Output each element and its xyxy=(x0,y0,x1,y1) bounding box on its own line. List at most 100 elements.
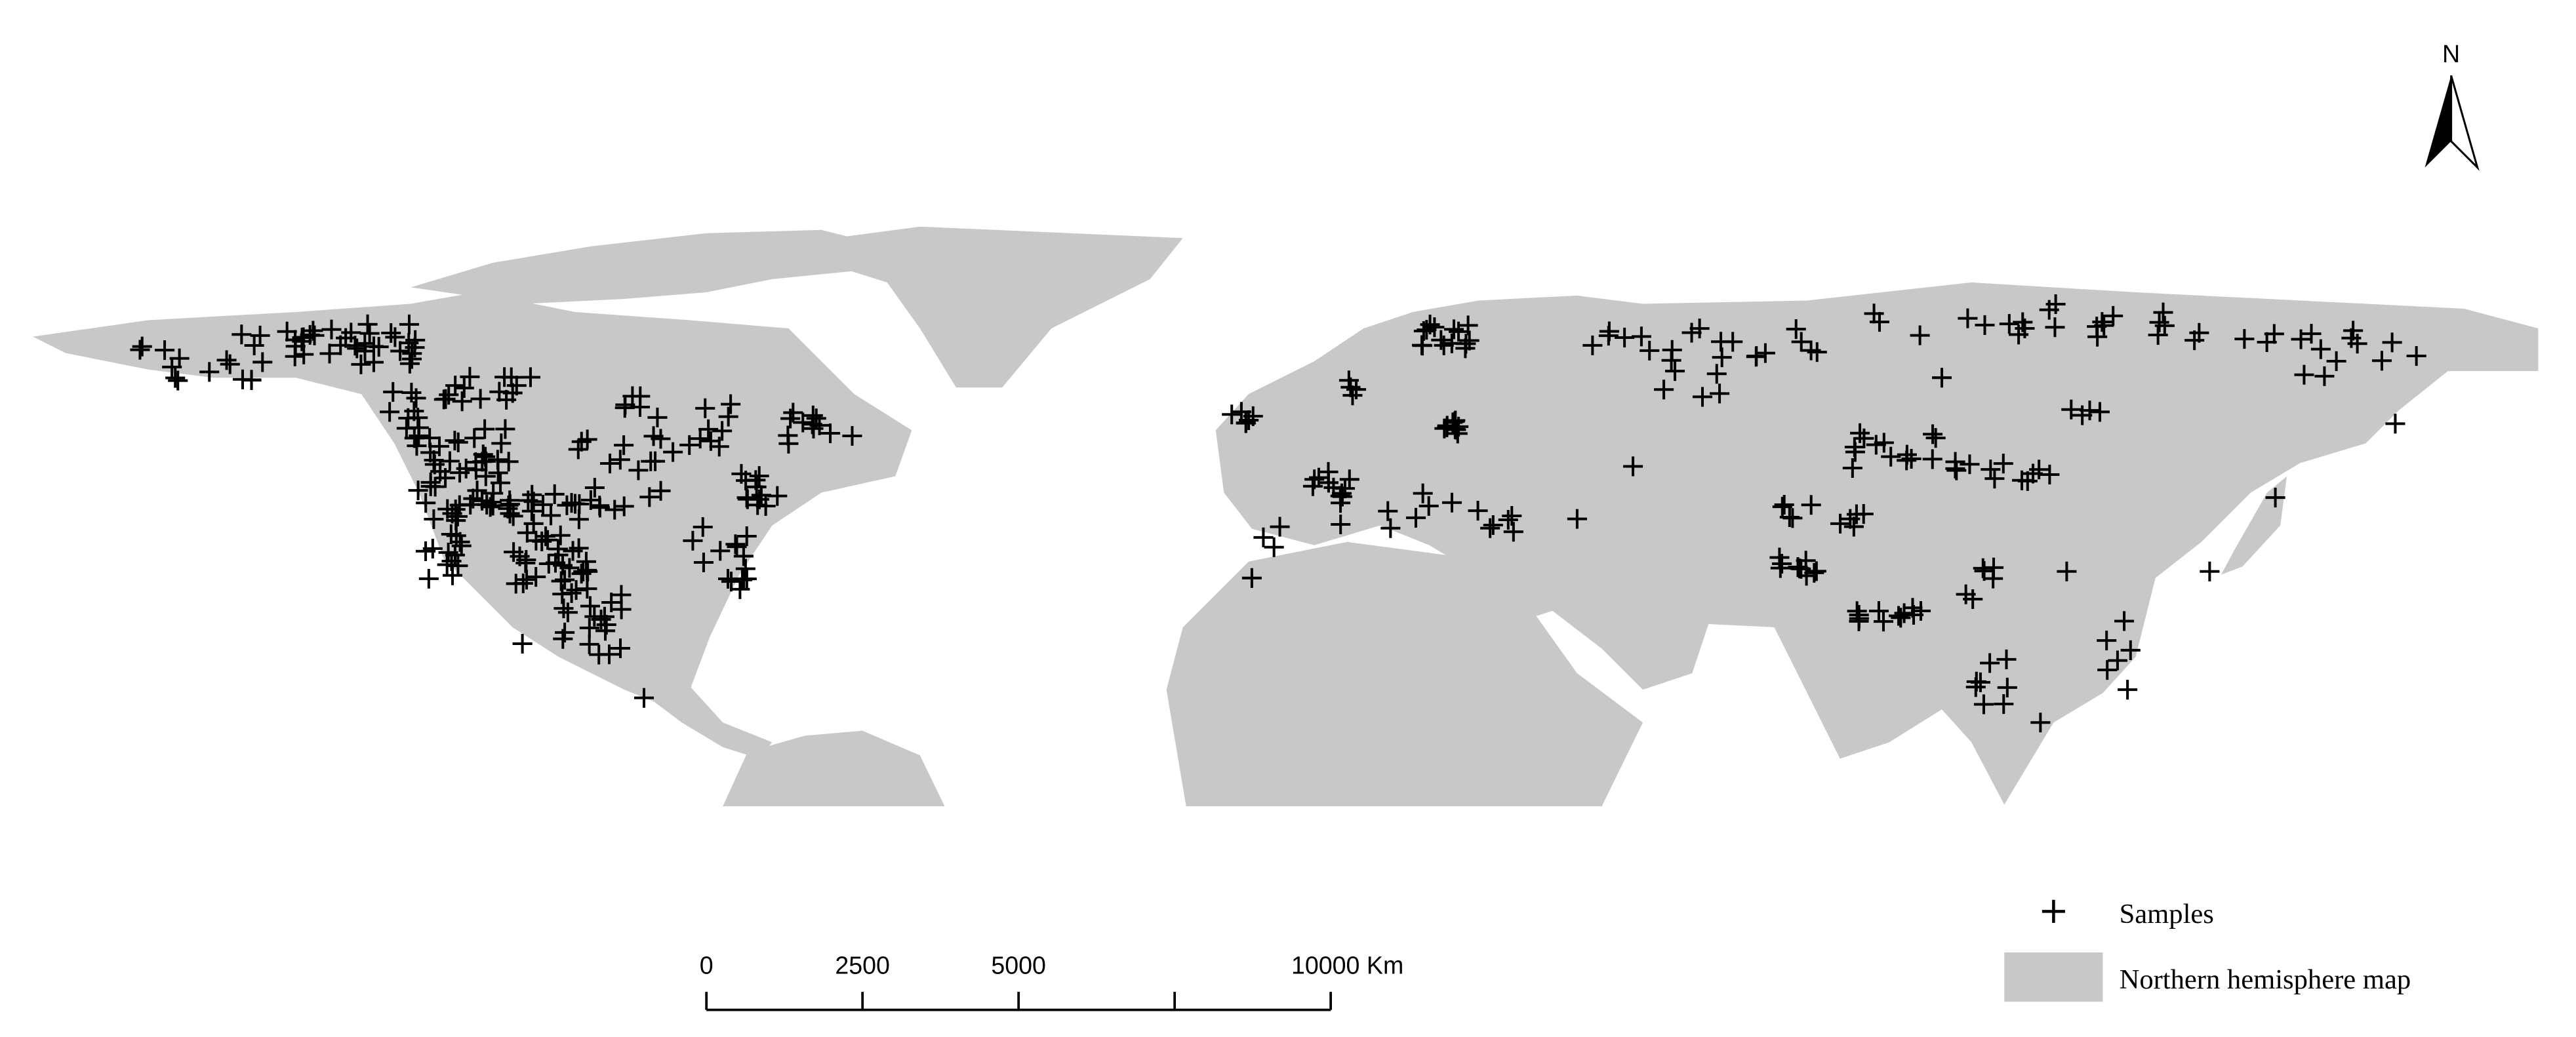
sample-marker xyxy=(1996,649,2017,669)
sample-marker xyxy=(693,517,713,538)
sample-marker xyxy=(522,484,542,505)
sample-marker xyxy=(1419,496,1439,516)
south-america xyxy=(723,730,945,807)
sample-marker xyxy=(1960,454,1980,475)
sample-marker xyxy=(418,568,439,589)
sample-marker xyxy=(721,572,742,592)
sample-marker xyxy=(737,489,757,509)
sample-marker xyxy=(553,629,573,649)
sample-marker xyxy=(1925,428,1946,448)
sample-marker xyxy=(399,314,419,334)
sample-marker xyxy=(515,553,536,574)
sample-marker xyxy=(401,382,422,402)
sample-marker xyxy=(2301,324,2322,344)
sample-marker xyxy=(553,598,574,619)
sample-marker xyxy=(1806,561,1826,581)
sample-marker xyxy=(445,545,465,565)
legend-label: Northern hemisphere map xyxy=(2120,964,2411,995)
sample-marker xyxy=(475,466,496,486)
sample-marker xyxy=(736,526,757,547)
sample-marker xyxy=(491,473,511,493)
sample-marker xyxy=(2265,488,2285,508)
sample-marker xyxy=(1746,347,1766,367)
north-arrow: N xyxy=(2425,40,2480,171)
sample-marker xyxy=(241,370,262,391)
sample-marker xyxy=(513,573,533,593)
sample-marker xyxy=(1874,433,1894,453)
sample-marker xyxy=(520,367,540,387)
sample-marker xyxy=(1956,584,1976,604)
sample-marker xyxy=(285,330,306,350)
sample-marker xyxy=(424,509,444,530)
sample-marker xyxy=(610,450,630,470)
sample-marker xyxy=(2257,332,2277,352)
sample-marker xyxy=(599,454,620,474)
sample-marker xyxy=(2314,366,2335,386)
sample-marker xyxy=(1910,325,1930,345)
sample-marker xyxy=(1842,458,1862,479)
sample-marker xyxy=(793,412,813,433)
sample-marker xyxy=(651,480,671,501)
sample-marker xyxy=(1405,507,1426,528)
sample-marker xyxy=(336,328,356,348)
sample-marker xyxy=(1318,473,1338,493)
sample-marker xyxy=(363,352,384,372)
sample-marker xyxy=(369,337,389,357)
sample-marker xyxy=(1441,492,1462,513)
sample-marker xyxy=(778,433,799,454)
sample-marker xyxy=(1801,340,1821,361)
sample-marker xyxy=(2120,640,2141,660)
sample-marker xyxy=(1222,404,1242,425)
sample-marker xyxy=(679,435,700,455)
sample-marker xyxy=(1897,450,1917,471)
sample-marker xyxy=(216,350,237,370)
sample-marker xyxy=(1723,332,1743,352)
sample-marker xyxy=(1443,412,1463,433)
sample-marker xyxy=(767,486,788,506)
sample-marker xyxy=(2385,414,2405,434)
sample-marker xyxy=(2341,328,2362,348)
sample-marker xyxy=(1994,694,2014,714)
sample-marker xyxy=(1881,446,1901,467)
sample-marker xyxy=(498,452,519,472)
sample-marker xyxy=(526,567,546,587)
sample-marker xyxy=(435,389,456,409)
sample-marker xyxy=(1854,428,1874,448)
sample-marker xyxy=(517,522,537,543)
scale-label: 10000 Km xyxy=(1291,952,1403,979)
sample-marker xyxy=(1774,494,1794,515)
sample-marker xyxy=(1458,315,1478,336)
sample-marker xyxy=(2103,305,2123,326)
sample-marker xyxy=(1480,518,1500,538)
sample-marker xyxy=(2294,364,2314,385)
sample-marker xyxy=(1483,515,1503,536)
sample-marker xyxy=(2030,713,2051,733)
sample-marker xyxy=(1340,377,1361,397)
sample-marker xyxy=(1755,343,1775,363)
sample-marker xyxy=(2040,464,2060,484)
greenland xyxy=(772,226,1183,388)
sample-marker xyxy=(749,466,769,486)
sample-marker xyxy=(495,419,515,439)
sample-marker xyxy=(1498,509,1518,530)
sample-marker xyxy=(2234,329,2255,349)
sample-marker xyxy=(693,552,714,573)
sample-marker xyxy=(2097,660,2118,680)
sample-marker xyxy=(1378,501,1398,521)
legend-label: Samples xyxy=(2120,899,2214,929)
sample-marker xyxy=(439,451,460,471)
legend-sample-symbol xyxy=(2042,899,2065,923)
sample-marker xyxy=(563,541,583,561)
sample-marker xyxy=(1891,608,1911,628)
sample-marker xyxy=(1830,513,1851,534)
sample-marker xyxy=(380,402,400,422)
sample-marker xyxy=(1788,557,1808,577)
sample-marker xyxy=(1980,653,2000,673)
sample-marker xyxy=(517,570,537,590)
sample-marker xyxy=(381,323,401,343)
sample-marker xyxy=(1253,527,1274,547)
sample-marker xyxy=(1270,517,1290,537)
sample-marker xyxy=(1692,387,1713,407)
sample-marker xyxy=(2189,323,2209,343)
sample-marker xyxy=(1966,671,1986,692)
